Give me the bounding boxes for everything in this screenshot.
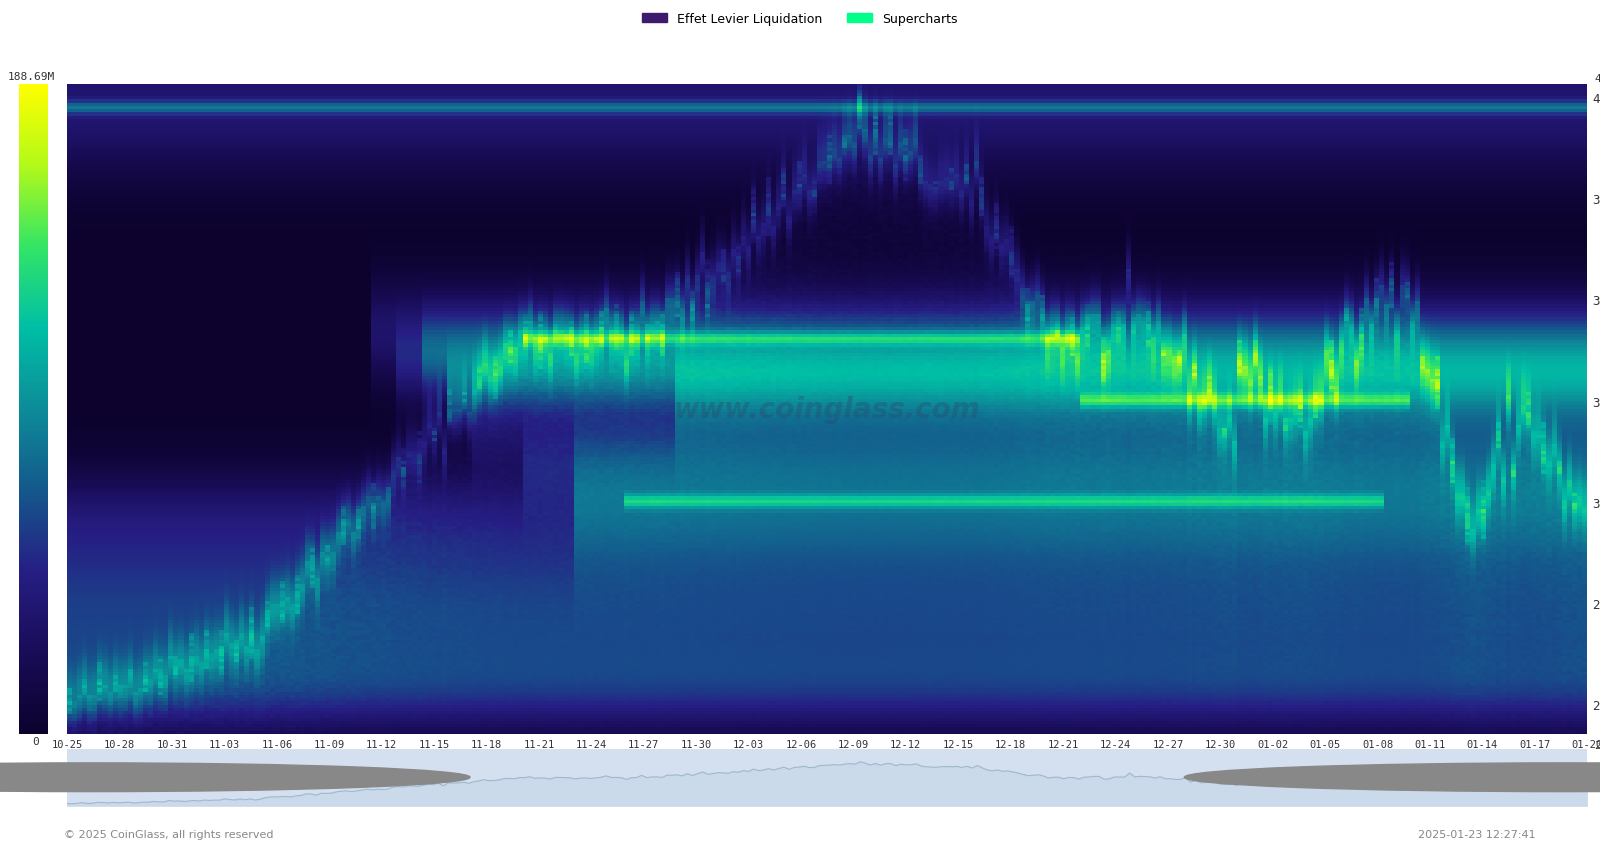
- Text: © 2025 CoinGlass, all rights reserved: © 2025 CoinGlass, all rights reserved: [64, 830, 274, 839]
- Text: 4241: 4241: [1594, 73, 1600, 84]
- Text: 2310: 2310: [1594, 740, 1600, 750]
- Text: 0: 0: [32, 737, 38, 746]
- Legend: Effet Levier Liquidation, Supercharts: Effet Levier Liquidation, Supercharts: [637, 8, 963, 31]
- Circle shape: [0, 763, 470, 792]
- Text: www.coinglass.com: www.coinglass.com: [674, 395, 981, 424]
- Text: 188.69M: 188.69M: [8, 73, 56, 82]
- Circle shape: [1184, 763, 1600, 792]
- Text: 2025-01-23 12:27:41: 2025-01-23 12:27:41: [1418, 830, 1536, 839]
